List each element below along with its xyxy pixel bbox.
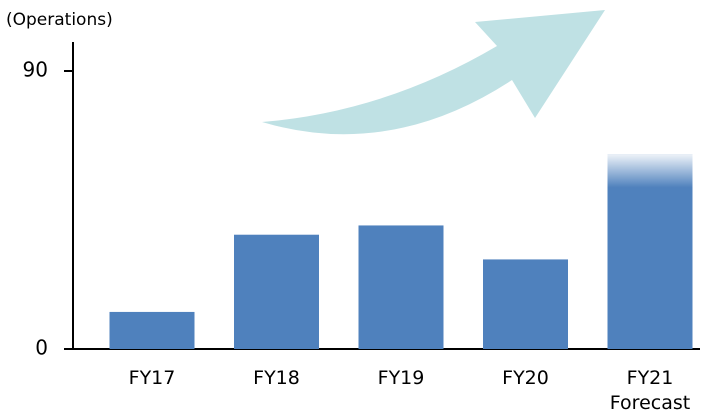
bar <box>358 225 444 349</box>
growth-arrow <box>262 10 605 135</box>
x-tick-label: FY21 Forecast <box>609 367 691 414</box>
y-tick-label: 90 <box>23 58 48 82</box>
y-axis-label: (Operations) <box>6 10 113 30</box>
bar <box>483 259 568 349</box>
x-tick-label: FY18 <box>253 367 300 389</box>
x-tick-label: FY17 <box>128 367 176 389</box>
bar <box>234 234 319 349</box>
bar <box>109 311 195 349</box>
forecast-fade <box>607 154 693 349</box>
y-tick-label: 0 <box>35 336 48 360</box>
x-tick-label: FY20 <box>502 367 549 389</box>
x-tick-label: FY19 <box>377 367 425 389</box>
